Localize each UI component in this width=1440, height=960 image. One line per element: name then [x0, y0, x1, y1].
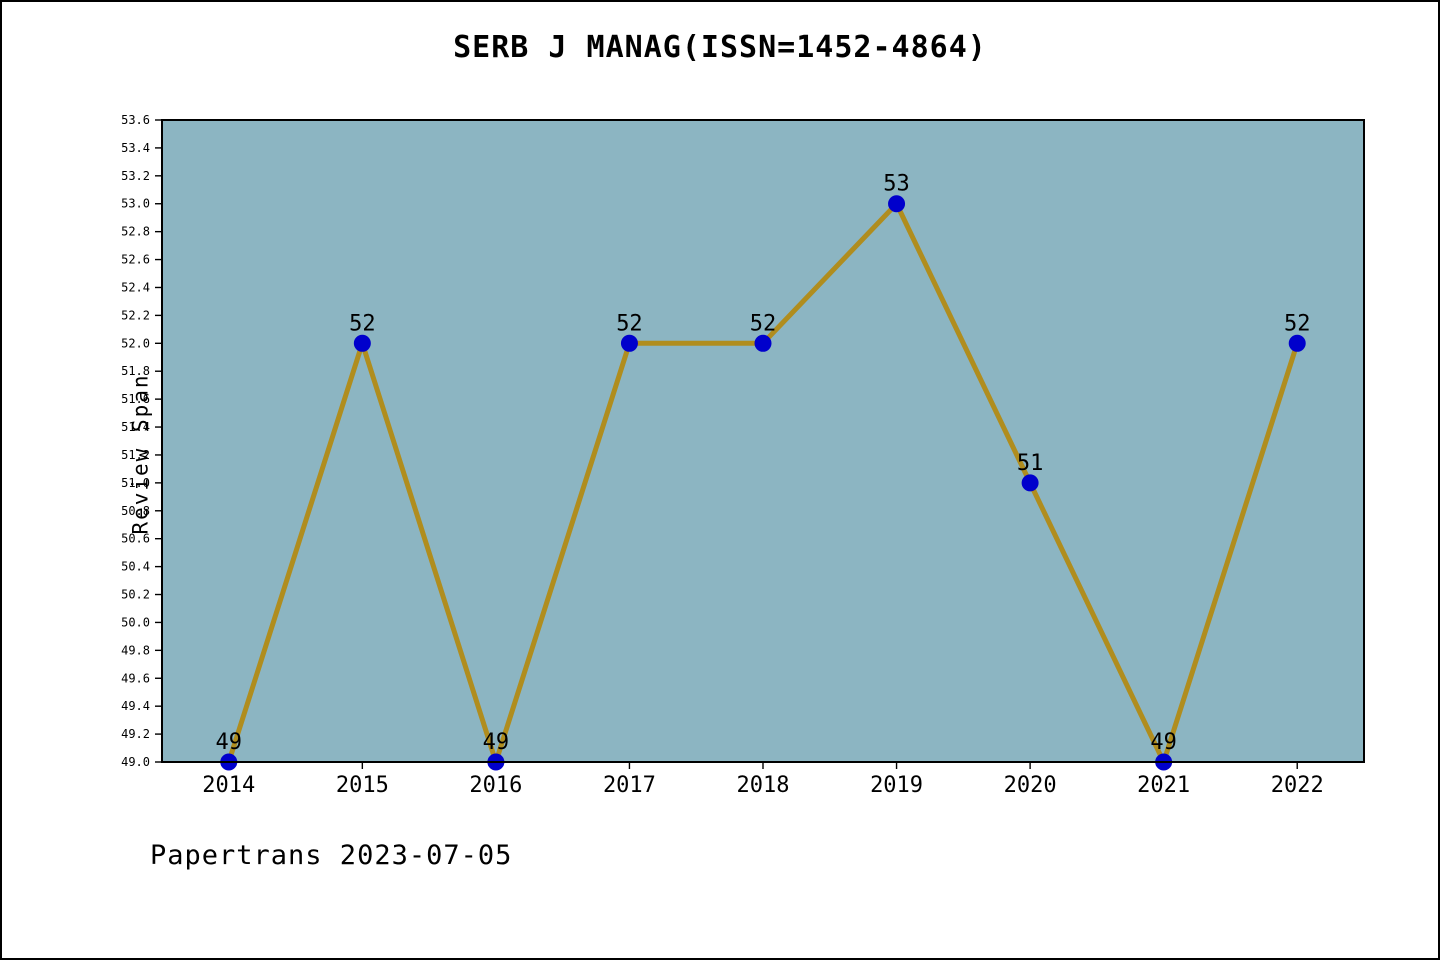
data-point	[1288, 334, 1306, 352]
y-tick-label: 53.0	[121, 197, 150, 211]
x-tick-label: 2021	[1137, 773, 1190, 798]
y-tick-label: 51.0	[121, 476, 150, 490]
data-point	[1021, 474, 1039, 492]
x-tick-label: 2018	[737, 773, 790, 798]
y-tick-label: 51.6	[121, 392, 150, 406]
y-tick-label: 50.4	[121, 560, 150, 574]
y-tick-label: 49.6	[121, 671, 150, 685]
x-tick-label: 2019	[870, 773, 923, 798]
y-tick-label: 53.6	[121, 113, 150, 127]
y-tick-label: 50.2	[121, 588, 150, 602]
plot-border	[161, 119, 1365, 763]
point-label: 49	[483, 730, 510, 755]
x-tick-label: 2016	[469, 773, 522, 798]
point-label: 49	[216, 730, 243, 755]
y-tick-label: 49.0	[121, 755, 150, 769]
data-point	[754, 334, 772, 352]
y-axis-label: Review Span	[128, 373, 153, 535]
y-tick-label: 49.8	[121, 643, 150, 657]
y-tick-label: 50.6	[121, 532, 150, 546]
plot-area	[162, 120, 1364, 762]
y-tick-label: 49.2	[121, 727, 150, 741]
point-label: 49	[1150, 730, 1177, 755]
point-label: 51	[1017, 451, 1044, 476]
chart-title: SERB J MANAG(ISSN=1452-4864)	[453, 30, 987, 65]
point-label: 52	[349, 311, 376, 336]
x-tick-label: 2014	[202, 773, 255, 798]
y-tick-label: 51.8	[121, 364, 150, 378]
y-tick-label: 51.4	[121, 420, 150, 434]
y-tick-label: 52.0	[121, 336, 150, 350]
point-label: 52	[616, 311, 643, 336]
y-tick-label: 52.6	[121, 253, 150, 267]
y-tick-label: 52.8	[121, 225, 150, 239]
y-tick-label: 49.4	[121, 699, 150, 713]
x-tick-label: 2022	[1271, 773, 1324, 798]
footer-text: Papertrans 2023-07-05	[150, 840, 513, 871]
x-tick-label: 2020	[1004, 773, 1057, 798]
x-tick-label: 2015	[336, 773, 389, 798]
y-tick-label: 53.2	[121, 169, 150, 183]
x-tick-label: 2017	[603, 773, 656, 798]
y-tick-label: 51.2	[121, 448, 150, 462]
data-point	[620, 334, 638, 352]
y-tick-label: 50.0	[121, 615, 150, 629]
point-label: 52	[1284, 311, 1311, 336]
data-point	[353, 334, 371, 352]
point-label: 53	[883, 172, 910, 197]
data-point	[888, 195, 906, 213]
point-label: 52	[750, 311, 777, 336]
y-tick-label: 52.4	[121, 280, 150, 294]
y-tick-label: 50.8	[121, 504, 150, 518]
y-tick-label: 52.2	[121, 308, 150, 322]
y-tick-label: 53.4	[121, 141, 150, 155]
